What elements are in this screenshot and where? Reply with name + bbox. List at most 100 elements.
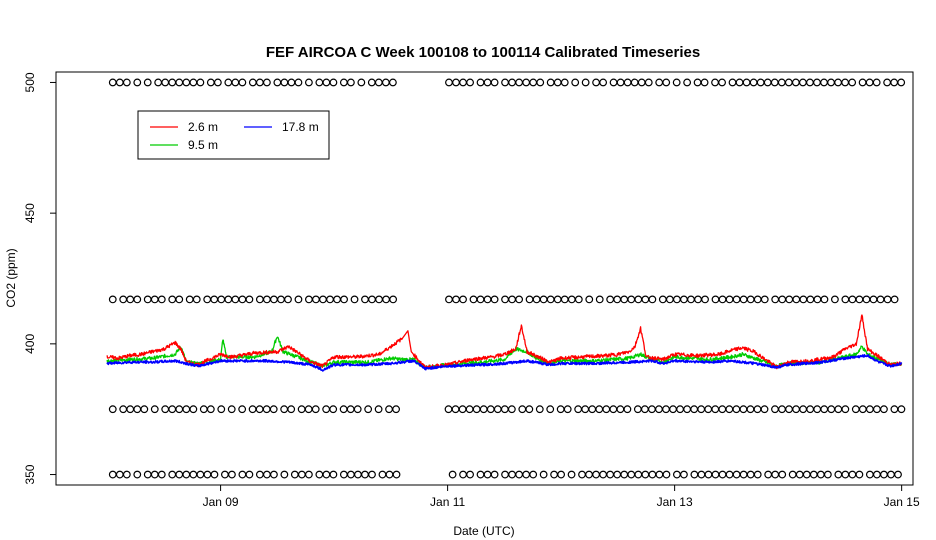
marker-2-46 (483, 295, 492, 304)
series-layer (106, 78, 906, 479)
marker-1-78 (739, 405, 748, 414)
legend-label-17-8m: 17.8 m (282, 120, 319, 134)
marker-3-57 (571, 78, 580, 87)
marker-3-61 (609, 78, 618, 87)
marker-3-98 (897, 78, 906, 87)
marker-2-20 (270, 295, 278, 304)
x-tick-label-3: Jan 15 (884, 495, 920, 509)
marker-2-54 (546, 295, 555, 304)
marker-2-62 (613, 295, 622, 304)
marker-1-9 (182, 405, 191, 414)
marker-0-28 (339, 470, 348, 479)
marker-2-81 (753, 295, 762, 304)
marker-0-30 (354, 470, 362, 479)
marker-3-63 (623, 78, 632, 87)
marker-1-12 (206, 405, 215, 414)
marker-0-8 (175, 470, 184, 479)
marker-3-4 (143, 78, 152, 87)
marker-1-87 (806, 405, 815, 414)
marker-2-14 (224, 295, 233, 304)
marker-1-82 (771, 405, 779, 414)
marker-3-80 (763, 78, 772, 87)
marker-0-13 (210, 470, 219, 479)
marker-0-45 (476, 470, 485, 479)
marker-2-71 (680, 295, 688, 304)
marker-0-12 (203, 470, 212, 479)
marker-3-65 (637, 78, 646, 87)
marker-0-57 (578, 470, 586, 479)
marker-0-43 (459, 470, 467, 479)
marker-0-91 (834, 470, 843, 479)
marker-2-72 (687, 295, 695, 304)
marker-2-25 (312, 295, 320, 304)
marker-1-48 (507, 405, 516, 414)
marker-0-50 (515, 470, 524, 479)
marker-3-2 (122, 78, 131, 87)
marker-0-82 (764, 470, 773, 479)
marker-1-6 (161, 405, 170, 414)
marker-3-28 (339, 78, 348, 87)
marker-2-90 (820, 295, 829, 304)
marker-1-16 (248, 405, 257, 414)
marker-2-94 (855, 295, 864, 304)
marker-1-27 (339, 405, 348, 414)
marker-2-57 (567, 295, 576, 304)
marker-3-42 (452, 78, 460, 87)
marker-3-23 (294, 78, 303, 87)
marker-1-18 (262, 405, 271, 414)
marker-series (108, 78, 906, 479)
marker-0-14 (221, 470, 229, 479)
marker-3-11 (196, 78, 205, 87)
marker-2-7 (168, 295, 177, 304)
marker-0-89 (816, 470, 825, 479)
marker-2-67 (648, 295, 657, 304)
marker-3-18 (255, 78, 264, 87)
marker-1-75 (718, 405, 727, 414)
marker-0-77 (725, 470, 734, 479)
marker-2-4 (143, 295, 152, 304)
marker-3-33 (381, 78, 390, 87)
marker-1-45 (486, 405, 495, 414)
marker-2-27 (326, 295, 334, 304)
marker-2-87 (799, 295, 808, 304)
marker-0-97 (880, 470, 888, 479)
marker-3-3 (133, 78, 142, 87)
marker-1-67 (662, 405, 670, 414)
marker-1-96 (873, 405, 881, 414)
marker-1-54 (563, 405, 572, 414)
marker-3-64 (630, 78, 639, 87)
marker-1-33 (392, 405, 400, 414)
marker-0-93 (848, 470, 857, 479)
marker-0-7 (168, 470, 177, 479)
marker-2-66 (641, 295, 650, 304)
marker-0-75 (711, 470, 720, 479)
marker-1-95 (865, 405, 874, 414)
marker-2-6 (157, 295, 166, 304)
marker-3-97 (890, 78, 899, 87)
x-axis: Jan 09 Jan 11 Jan 13 Jan 15 (203, 485, 920, 509)
marker-2-10 (192, 295, 201, 304)
marker-2-11 (203, 295, 212, 304)
y-tick-label-1: 400 (23, 334, 37, 354)
marker-3-93 (858, 78, 867, 87)
marker-3-41 (445, 78, 453, 87)
marker-3-90 (834, 78, 842, 87)
marker-1-62 (623, 405, 632, 414)
marker-3-71 (693, 78, 702, 87)
marker-3-32 (374, 78, 383, 87)
marker-1-47 (500, 405, 509, 414)
marker-2-28 (333, 295, 341, 304)
marker-0-66 (641, 470, 650, 479)
marker-2-63 (620, 295, 629, 304)
marker-2-2 (126, 295, 135, 304)
marker-2-22 (284, 295, 292, 304)
marker-0-34 (385, 470, 394, 479)
marker-2-91 (831, 295, 839, 304)
marker-3-88 (820, 78, 828, 87)
marker-1-72 (697, 405, 706, 414)
marker-3-27 (329, 78, 338, 87)
marker-3-62 (616, 78, 625, 87)
marker-2-53 (539, 295, 548, 304)
marker-1-1 (119, 405, 128, 414)
